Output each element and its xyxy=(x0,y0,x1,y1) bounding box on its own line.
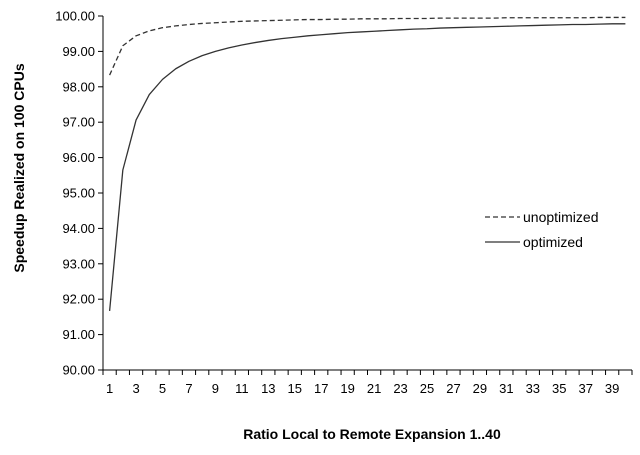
x-tick-label: 27 xyxy=(446,381,460,396)
x-tick-label: 31 xyxy=(499,381,513,396)
x-tick-label: 15 xyxy=(288,381,302,396)
x-axis-ticks: 1 3 5 7 9 11 13 15 17 19 21 23 25 27 29 31 33 35 37 39 xyxy=(102,370,633,396)
x-tick-label: 21 xyxy=(367,381,381,396)
y-tick-label: 92.00 xyxy=(62,292,95,307)
y-tick-label: 95.00 xyxy=(62,186,95,201)
y-tick-label: 99.00 xyxy=(62,44,95,59)
y-tick-label: 94.00 xyxy=(62,221,95,236)
x-tick-label: 9 xyxy=(212,381,219,396)
x-axis-title: Ratio Local to Remote Expansion 1..40 xyxy=(243,426,501,442)
series-line-optimized xyxy=(108,23,626,311)
legend: unoptimized optimized xyxy=(485,209,599,250)
y-tick-label: 90.00 xyxy=(62,363,95,378)
x-tick-label: 19 xyxy=(340,381,354,396)
legend-label-unoptimized: unoptimized xyxy=(523,209,599,225)
y-tick-label: 93.00 xyxy=(62,256,95,271)
x-tick-label: 1 xyxy=(106,381,113,396)
x-tick-label: 11 xyxy=(235,381,249,396)
y-tick-label: 98.00 xyxy=(62,79,95,94)
x-tick-label: 7 xyxy=(185,381,192,396)
y-tick-label: 96.00 xyxy=(62,150,95,165)
y-tick-label: 100.00 xyxy=(55,9,95,24)
y-tick-label: 97.00 xyxy=(62,115,95,130)
y-axis-ticks: 90.00 91.00 92.00 93.00 94.00 95.00 96.00 97.00… xyxy=(55,9,103,378)
legend-label-optimized: optimized xyxy=(523,234,583,250)
x-tick-label: 29 xyxy=(473,381,487,396)
x-tick-label: 33 xyxy=(526,381,540,396)
series-line-unoptimized xyxy=(109,16,626,76)
x-tick-label: 3 xyxy=(132,381,139,396)
series-layer xyxy=(108,16,626,311)
y-axis-title: Speedup Realized on 100 CPUs xyxy=(11,63,27,272)
x-tick-label: 37 xyxy=(578,381,592,396)
x-tick-label: 5 xyxy=(159,381,166,396)
x-tick-label: 23 xyxy=(393,381,407,396)
y-tick-label: 91.00 xyxy=(62,327,95,342)
x-tick-label: 25 xyxy=(420,381,434,396)
x-tick-label: 35 xyxy=(552,381,566,396)
x-tick-label: 13 xyxy=(261,381,275,396)
x-tick-label: 17 xyxy=(314,381,328,396)
x-tick-label: 39 xyxy=(605,381,619,396)
